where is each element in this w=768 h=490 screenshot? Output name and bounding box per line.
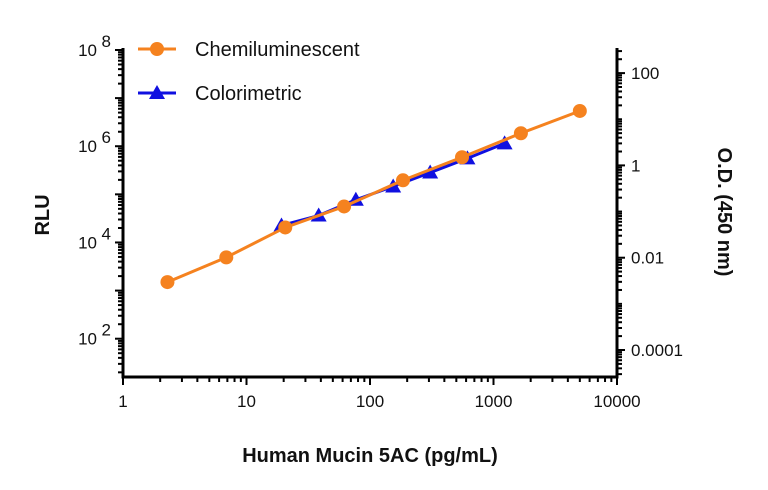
data-point-chemiluminescent: [337, 199, 352, 214]
legend-marker-colorimetric: [149, 85, 165, 99]
data-point-chemiluminescent: [513, 126, 528, 141]
y-tick-label: 10: [78, 330, 97, 349]
data-point-chemiluminescent: [395, 173, 410, 188]
x-tick-label: 1: [118, 392, 127, 411]
data-point-chemiluminescent: [160, 275, 175, 290]
y-tick-exponent: 4: [102, 224, 111, 243]
series-line-chemiluminescent: [166, 109, 581, 284]
x-axis-title: Human Mucin 5AC (pg/mL): [242, 445, 498, 467]
x-tick-label: 10: [237, 392, 256, 411]
x-tick-label: 1000: [475, 392, 513, 411]
legend-label-chemiluminescent: Chemiluminescent: [195, 39, 360, 61]
y2-tick-label: 0.0001: [631, 341, 683, 360]
y-axis-title: RLU: [32, 194, 54, 235]
data-point-chemiluminescent: [455, 150, 470, 165]
y-tick-exponent: 6: [102, 128, 111, 147]
y2-tick-label: 1: [631, 156, 640, 175]
series-layer: [160, 103, 587, 290]
data-point-colorimetric: [496, 135, 513, 150]
y2-axis-title: O.D. (450 nm): [713, 148, 735, 277]
data-point-colorimetric: [422, 164, 439, 179]
y-tick-exponent: 2: [102, 321, 111, 340]
legend-label-colorimetric: Colorimetric: [195, 83, 302, 105]
y-tick-label: 10: [78, 41, 97, 60]
data-point-chemiluminescent: [219, 250, 234, 265]
data-point-chemiluminescent: [572, 103, 587, 118]
y-tick-label: 10: [78, 233, 97, 252]
y2-tick-label: 100: [631, 64, 659, 83]
y2-tick-label: 0.01: [631, 249, 664, 268]
legend: Chemiluminescent Colorimetric: [138, 39, 360, 105]
legend-marker-chemiluminescent: [150, 42, 164, 56]
y-tick-label: 10: [78, 137, 97, 156]
data-point-chemiluminescent: [278, 220, 293, 235]
y-tick-exponent: 8: [102, 32, 111, 51]
x-tick-label: 10000: [593, 392, 640, 411]
axes: 1 10 100 1000 10000 10 2 10 4 10 6 10 8 0.0001 0.01 1 10…: [78, 32, 683, 411]
x-tick-label: 100: [356, 392, 384, 411]
